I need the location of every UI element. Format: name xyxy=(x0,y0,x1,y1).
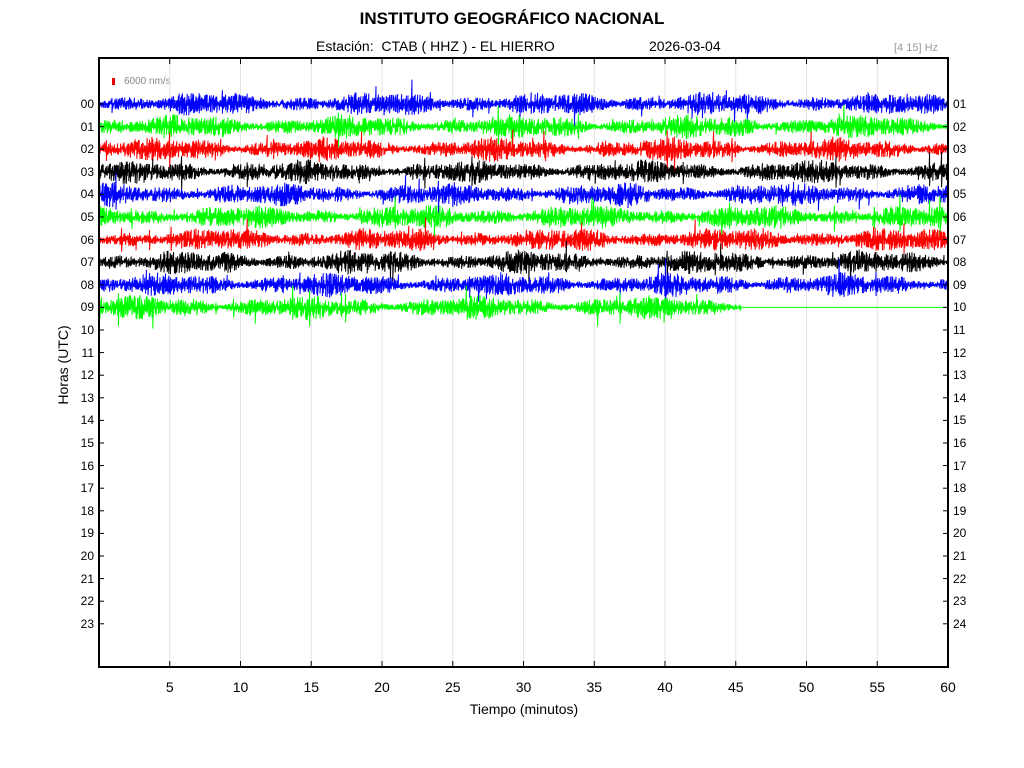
hour-label-left: 09 xyxy=(80,300,94,315)
x-tick-label: 35 xyxy=(586,679,603,695)
hour-label-right: 24 xyxy=(953,616,967,631)
scale-label: 6000 nm/s xyxy=(124,76,171,87)
hour-label-left: 21 xyxy=(80,571,94,586)
hour-label-left: 01 xyxy=(80,119,94,134)
trace-hour-8 xyxy=(99,258,949,304)
x-tick-label: 25 xyxy=(444,679,461,695)
hour-label-left: 08 xyxy=(80,277,94,292)
hour-label-right: 01 xyxy=(953,97,967,111)
hour-label-left: 03 xyxy=(80,164,94,179)
hour-label-right: 12 xyxy=(953,345,967,360)
hour-label-right: 18 xyxy=(953,481,967,496)
grid-lines xyxy=(169,58,878,667)
x-tick-label: 40 xyxy=(657,679,673,695)
hour-label-left: 00 xyxy=(80,97,94,111)
hour-label-right: 06 xyxy=(953,210,967,224)
trace-hour-9 xyxy=(99,285,742,329)
hour-label-left: 07 xyxy=(80,255,94,270)
amplitude-scale: 6000 nm/s xyxy=(112,76,171,87)
seismic-traces xyxy=(99,79,949,329)
hour-label-left: 14 xyxy=(80,413,94,428)
hour-label-right: 08 xyxy=(953,255,967,270)
x-tick-label: 15 xyxy=(303,679,320,695)
hour-label-right: 22 xyxy=(953,571,967,586)
trace-hour-4 xyxy=(99,172,949,216)
hour-label-right: 09 xyxy=(953,277,967,292)
hour-label-left: 15 xyxy=(80,436,94,450)
x-tick-label: 20 xyxy=(374,679,390,695)
hour-label-left: 12 xyxy=(80,368,94,383)
hour-label-right: 02 xyxy=(953,119,967,134)
hour-label-left: 19 xyxy=(80,526,94,541)
hour-label-left: 02 xyxy=(80,142,94,157)
hour-label-right: 21 xyxy=(953,549,967,563)
scale-bar xyxy=(112,78,115,85)
hour-label-right: 14 xyxy=(953,390,967,405)
hour-label-right: 03 xyxy=(953,142,967,157)
trace-hour-3 xyxy=(99,151,949,191)
x-tick-label: 5 xyxy=(165,679,174,695)
trace-hour-1 xyxy=(99,104,949,153)
hour-label-left: 18 xyxy=(80,503,94,518)
hour-label-left: 13 xyxy=(80,390,94,405)
hour-label-right: 20 xyxy=(953,526,967,541)
hour-label-right: 15 xyxy=(953,413,967,428)
y-axis-label: Horas (UTC) xyxy=(55,325,71,405)
filter-band-label: [4 15] Hz xyxy=(894,42,939,54)
hour-label-left: 16 xyxy=(80,458,94,473)
chart-title: INSTITUTO GEOGRÁFICO NACIONAL xyxy=(359,9,665,28)
hour-label-left: 11 xyxy=(81,345,94,360)
x-tick-label: 30 xyxy=(515,679,532,695)
hour-label-left: 04 xyxy=(80,187,94,202)
x-tick-label: 10 xyxy=(232,679,249,695)
x-tick-label: 45 xyxy=(727,679,744,695)
hour-label-right: 05 xyxy=(953,187,967,202)
hour-label-right: 04 xyxy=(953,164,967,179)
hour-label-left: 05 xyxy=(80,210,94,224)
hour-label-left: 17 xyxy=(80,481,94,496)
hour-label-left: 06 xyxy=(80,232,94,247)
hour-label-right: 19 xyxy=(953,503,967,518)
hour-label-right: 07 xyxy=(953,232,967,247)
axis-ticks xyxy=(99,58,948,667)
date-label: 2026-03-04 xyxy=(649,38,721,54)
trace-hour-0 xyxy=(99,79,949,127)
trace-hour-2 xyxy=(99,129,949,174)
trace-hour-5 xyxy=(99,194,949,240)
x-axis-label: Tiempo (minutos) xyxy=(469,701,579,717)
hour-label-right: 10 xyxy=(953,300,967,315)
hour-label-right: 16 xyxy=(953,436,967,450)
hour-label-right: 17 xyxy=(953,458,967,473)
hour-label-left: 23 xyxy=(80,616,94,631)
hour-label-right: 23 xyxy=(953,594,967,609)
hour-label-left: 22 xyxy=(80,594,94,609)
x-tick-label: 50 xyxy=(798,679,815,695)
hour-label-left: 10 xyxy=(80,323,94,337)
hour-label-right: 11 xyxy=(953,323,966,337)
x-tick-label: 55 xyxy=(869,679,886,695)
hour-label-left: 20 xyxy=(80,549,94,563)
trace-hour-6 xyxy=(99,217,949,254)
station-label: Estación: CTAB ( HHZ ) - EL HIERRO xyxy=(316,38,555,54)
hour-label-right: 13 xyxy=(953,368,967,383)
x-tick-label: 60 xyxy=(940,679,956,695)
trace-hour-7 xyxy=(99,240,949,287)
